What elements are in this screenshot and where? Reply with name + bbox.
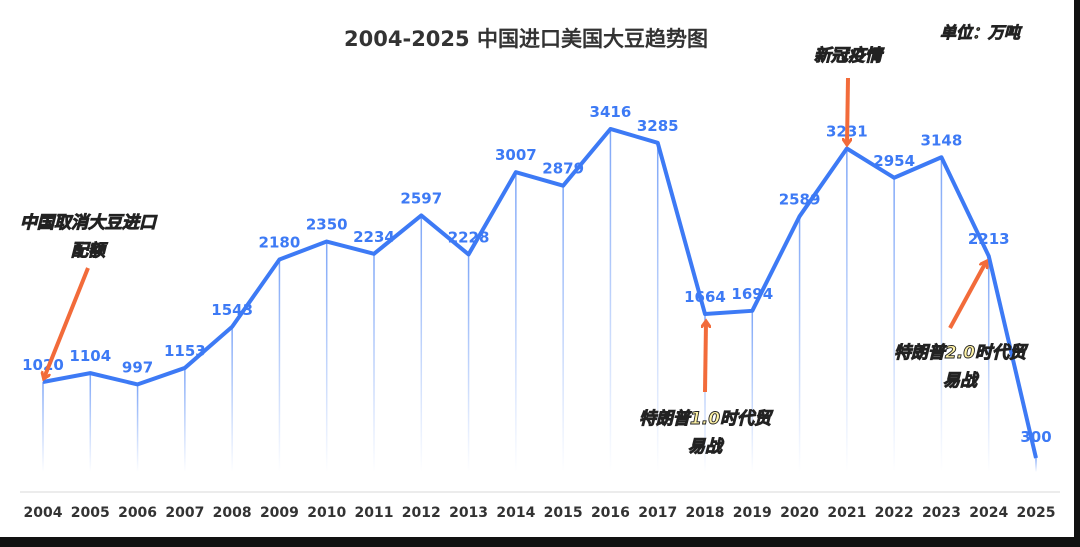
drop-line	[1035, 458, 1037, 472]
x-tick-label: 2015	[544, 505, 583, 521]
data-label: 2954	[873, 152, 915, 170]
x-tick-label: 2005	[71, 505, 110, 521]
unit-label: 单位：万吨	[940, 23, 1023, 42]
data-label: 1543	[211, 301, 253, 319]
data-label: 2350	[306, 216, 348, 234]
x-tick-label: 2017	[638, 505, 677, 521]
x-tick-label: 2014	[496, 505, 535, 521]
annotation-arrow	[44, 267, 90, 378]
x-tick-label: 2006	[118, 505, 157, 521]
x-tick-label: 2022	[875, 505, 914, 521]
drop-line	[515, 172, 517, 472]
x-tick-label: 2012	[402, 505, 441, 521]
x-tick-label: 2020	[780, 505, 819, 521]
x-tick-label: 2013	[449, 505, 488, 521]
annotation-text: 特朗普1.0时代贸	[639, 409, 774, 429]
series-line	[42, 126, 1038, 459]
drop-line	[136, 384, 139, 472]
x-tick-label: 2011	[355, 505, 394, 521]
drop-line	[751, 310, 754, 472]
data-label: 3148	[921, 131, 963, 149]
annotation-text: 易战	[943, 371, 979, 391]
data-label: 2879	[542, 160, 584, 178]
x-tick-label: 2019	[733, 505, 772, 521]
drop-line	[42, 381, 44, 472]
data-label: 300	[1020, 428, 1051, 446]
annotation-arrow	[948, 262, 986, 329]
drop-line	[656, 142, 659, 472]
data-label: 2180	[259, 233, 301, 251]
data-label: 1694	[731, 285, 773, 303]
annotation-text: 新冠疫情	[814, 46, 885, 66]
annotation-arrow	[705, 322, 706, 393]
x-tick-label: 2010	[307, 505, 346, 521]
data-label: 1153	[164, 342, 206, 360]
data-label: 2228	[448, 228, 490, 246]
x-tick-label: 2018	[686, 505, 725, 521]
data-label: 2234	[353, 228, 395, 246]
x-tick-label: 2025	[1017, 505, 1056, 521]
data-label: 2213	[968, 230, 1010, 248]
drop-line	[798, 216, 801, 472]
x-tick-label: 2021	[827, 505, 866, 521]
drop-line	[231, 326, 233, 472]
drop-line	[704, 313, 706, 472]
data-label: 1020	[22, 356, 64, 374]
drop-line	[987, 256, 990, 472]
annotation-text: 中国取消大豆进口	[20, 213, 158, 233]
data-label: 2597	[400, 189, 442, 207]
data-label: 1104	[69, 347, 111, 365]
annotation-text: 易战	[688, 437, 724, 457]
annotation-text: 配额	[71, 241, 108, 261]
x-tick-label: 2009	[260, 505, 299, 521]
drop-line	[373, 253, 375, 472]
x-tick-label: 2004	[24, 505, 63, 521]
drop-line	[846, 148, 848, 472]
drop-line	[467, 254, 470, 472]
data-label: 1664	[684, 288, 726, 306]
drop-line	[609, 128, 612, 472]
x-tick-label: 2008	[213, 505, 252, 521]
data-label: 3007	[495, 146, 537, 164]
drop-line	[420, 215, 423, 473]
annotation-arrow	[847, 77, 848, 144]
drop-line	[89, 373, 92, 472]
data-label: 997	[122, 358, 153, 376]
drop-line	[940, 157, 943, 473]
x-tick-label: 2024	[969, 505, 1008, 521]
x-tick-label: 2016	[591, 505, 630, 521]
x-tick-label: 2023	[922, 505, 961, 521]
drop-line	[325, 241, 328, 472]
drop-line	[562, 185, 564, 472]
drop-line	[893, 177, 895, 472]
drop-line	[278, 259, 281, 472]
data-label: 3416	[590, 103, 632, 121]
drop-line	[184, 367, 186, 472]
chart-title: 2004-2025 中国进口美国大豆趋势图	[344, 27, 708, 51]
data-label: 2589	[779, 190, 821, 208]
x-tick-label: 2007	[165, 505, 204, 521]
annotation-text: 特朗普2.0时代贸	[894, 343, 1029, 363]
data-label: 3285	[637, 117, 679, 135]
